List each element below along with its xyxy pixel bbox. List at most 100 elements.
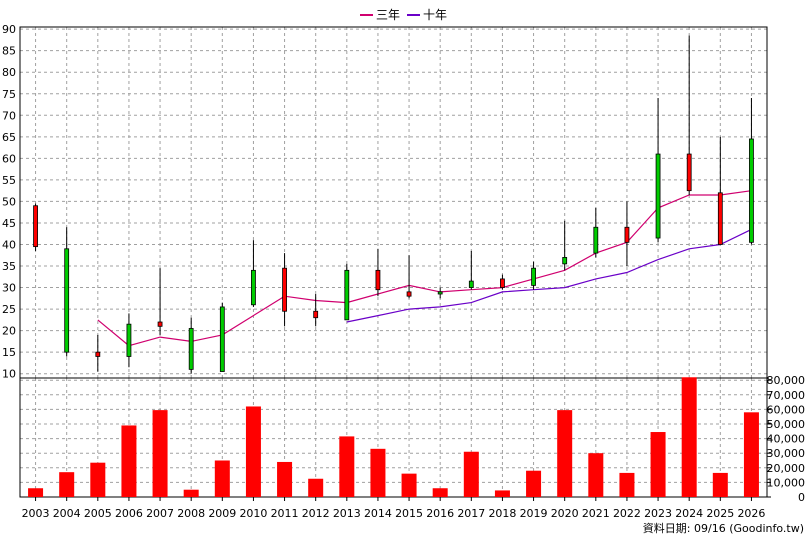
ma-10yr-line: [346, 228, 752, 323]
candle-body: [437, 291, 443, 295]
price-tick-label: 10: [2, 368, 16, 381]
price-tick-label: 90: [2, 23, 16, 36]
volume-tick-label: 0: [798, 491, 805, 504]
price-tick-label: 40: [2, 238, 16, 251]
price-panel: 10 15 20 25 30 35 40 45 50 55 60 65 70 75 80 85 90: [2, 23, 768, 381]
candle-body: [126, 323, 132, 357]
price-tick-label: 80: [2, 66, 16, 79]
volume-bar: [588, 453, 604, 497]
price-tick-label: 70: [2, 109, 16, 122]
x-tick-label: 2007: [146, 507, 174, 520]
price-tick-label: 75: [2, 88, 16, 101]
volume-tick-label: 70,000: [767, 389, 806, 402]
volume-tick-label: 60,000: [767, 403, 806, 416]
candle-body: [64, 248, 70, 353]
price-tick-label: 30: [2, 282, 16, 295]
candle-body: [468, 280, 474, 288]
x-tick-label: 2012: [302, 507, 330, 520]
x-tick-label: 2003: [22, 507, 50, 520]
candle-body: [406, 291, 412, 297]
x-tick-label: 2005: [84, 507, 112, 520]
x-tick-label: 2023: [644, 507, 672, 520]
price-tick-label: 65: [2, 131, 16, 144]
volume-bar: [681, 377, 697, 497]
volume-bar: [712, 472, 728, 497]
x-tick-label: 2020: [551, 507, 579, 520]
candle-body: [593, 226, 599, 254]
volume-bar: [277, 461, 293, 497]
volume-bar: [619, 472, 635, 497]
x-tick-label: 2004: [53, 507, 81, 520]
candle-body: [717, 192, 723, 245]
volume-tick-label: 50,000: [767, 418, 806, 431]
candle-body: [251, 269, 256, 306]
volume-bar: [152, 410, 168, 497]
volume-tick-label: 80,000: [767, 374, 806, 387]
source-note: 資料日期: 09/16 (Goodinfo.tw): [643, 521, 804, 535]
candle-body: [188, 328, 194, 370]
x-tick-label: 2010: [239, 507, 267, 520]
volume-bar: [557, 410, 573, 497]
price-tick-label: 25: [2, 303, 16, 316]
x-tick-label: 2013: [333, 507, 361, 520]
candle-body: [344, 269, 350, 321]
volume-bar: [245, 406, 261, 497]
volume-bar: [59, 472, 75, 497]
price-tick-label: 50: [2, 195, 16, 208]
x-tick-label: 2008: [177, 507, 205, 520]
price-tick-label: 55: [2, 174, 16, 187]
volume-tick-label: 30,000: [767, 447, 806, 460]
volume-bar: [650, 432, 666, 497]
volume-bar: [121, 425, 137, 497]
x-tick-label: 2016: [426, 507, 454, 520]
ma-3yr-line: [97, 190, 752, 347]
price-tick-label: 20: [2, 325, 16, 338]
price-tick-label: 45: [2, 217, 16, 230]
candle-body: [157, 321, 163, 327]
price-tick-label: 60: [2, 152, 16, 165]
legend: 三年 十年: [360, 8, 447, 22]
volume-tick-label: 20,000: [767, 462, 806, 475]
candle-body: [624, 226, 630, 243]
price-tick-label: 15: [2, 346, 16, 359]
volume-bar: [183, 489, 199, 497]
x-tick-label: 2011: [271, 507, 299, 520]
volume-tick-label: 10,000: [767, 476, 806, 489]
candle-body: [500, 278, 505, 288]
x-tick-label: 2017: [457, 507, 485, 520]
volume-tick-label: 40,000: [767, 433, 806, 446]
x-tick-label: 2021: [582, 507, 610, 520]
candle-body: [313, 310, 319, 319]
volume-bar: [743, 412, 759, 497]
volume-bar: [90, 462, 106, 497]
x-tick-label: 2018: [488, 507, 516, 520]
candle-body: [562, 257, 568, 265]
x-tick-label: 2014: [364, 507, 392, 520]
candle-body: [95, 351, 101, 357]
candle-body: [282, 267, 287, 312]
x-tick-label: 2022: [613, 507, 641, 520]
volume-bar: [28, 488, 44, 497]
price-tick-label: 35: [2, 260, 16, 273]
candle-body: [375, 269, 381, 291]
volume-bar: [463, 451, 479, 497]
x-tick-label: 2024: [675, 507, 703, 520]
x-tick-label: 2015: [395, 507, 423, 520]
candle-body: [219, 306, 225, 372]
candle-body: [655, 153, 661, 239]
candle-body: [749, 138, 754, 243]
candle-body: [33, 205, 38, 248]
volume-bar: [370, 448, 386, 497]
x-tick-label: 2019: [520, 507, 548, 520]
volume-frame: [19, 377, 768, 498]
volume-bar: [339, 436, 355, 497]
candle-body: [686, 153, 692, 192]
legend-label-10yr: 十年: [423, 8, 447, 22]
x-tick-label: 2009: [208, 507, 236, 520]
x-tick-label: 2025: [706, 507, 734, 520]
volume-bar: [214, 460, 230, 497]
price-tick-label: 85: [2, 45, 16, 58]
x-axis: 2003 2004 2005 2006 2007 2008 2009 2010 2011 2012…: [22, 497, 765, 520]
x-tick-label: 2006: [115, 507, 143, 520]
